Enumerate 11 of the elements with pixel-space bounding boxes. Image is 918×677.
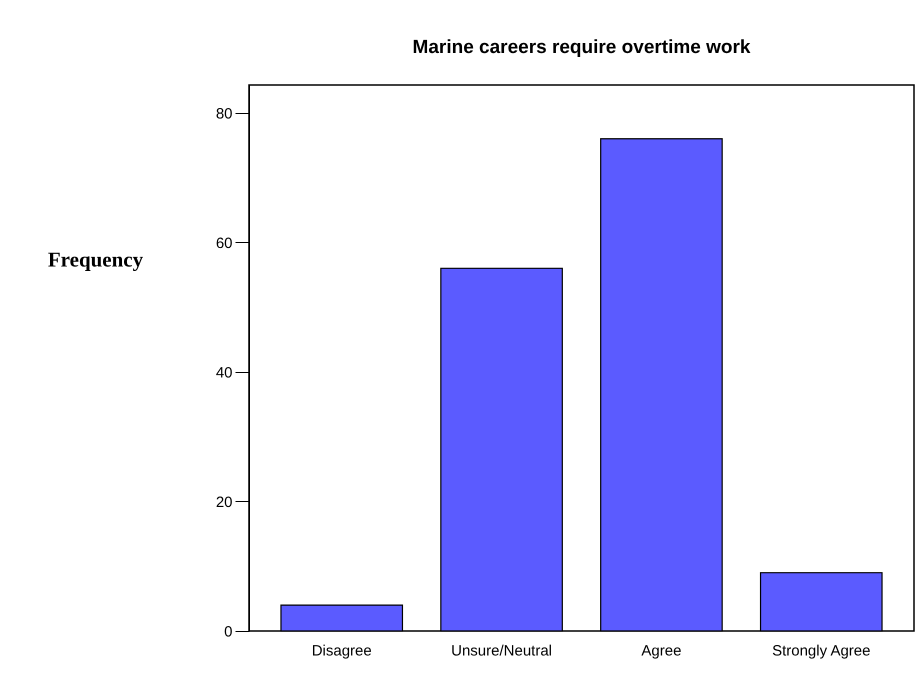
y-tick-label: 80: [216, 105, 232, 122]
y-tick-label: 20: [216, 494, 232, 511]
x-tick-label: Agree: [641, 642, 682, 660]
y-tick-label: 0: [224, 624, 232, 640]
chart-title: Marine careers require overtime work: [412, 37, 751, 58]
y-axis-title: Frequency: [48, 248, 144, 272]
x-tick-label: Disagree: [312, 642, 372, 660]
x-tick-label: Strongly Agree: [772, 642, 870, 660]
y-tick-label: 40: [216, 364, 232, 382]
y-tick-label: 60: [216, 234, 232, 252]
x-tick-label: Unsure/Neutral: [451, 642, 552, 660]
